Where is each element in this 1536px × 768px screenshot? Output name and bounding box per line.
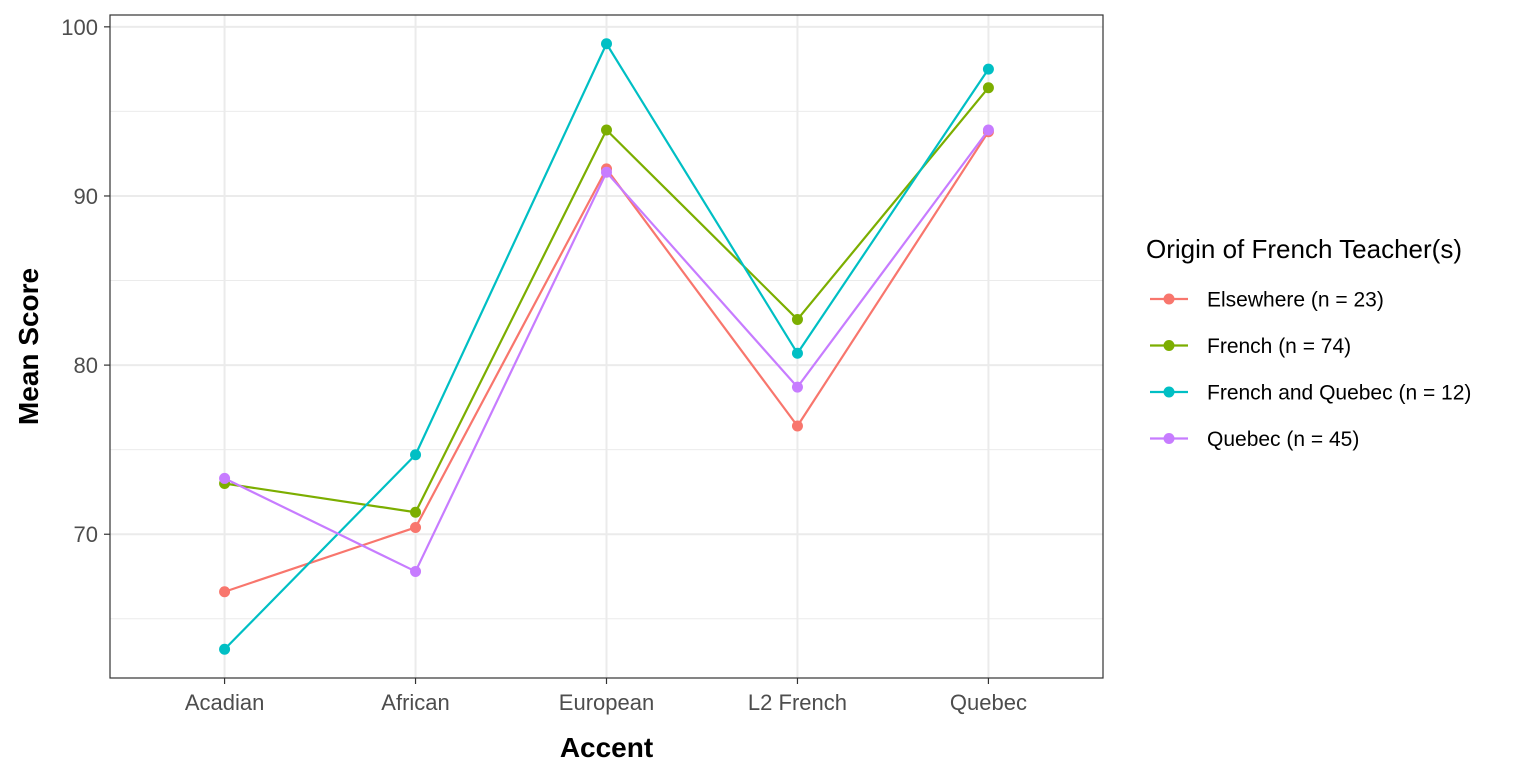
x-tick-label: Acadian	[185, 690, 265, 715]
legend-label: French and Quebec (n = 12)	[1207, 382, 1471, 405]
data-point	[219, 643, 231, 655]
legend-key-point	[1163, 433, 1175, 444]
legend-item: Quebec (n = 45)	[1150, 428, 1359, 451]
data-point	[982, 63, 994, 75]
series-group	[219, 124, 994, 577]
series-group	[219, 82, 994, 518]
legend-item: Elsewhere (n = 23)	[1150, 289, 1384, 312]
data-point	[410, 521, 422, 533]
y-tick-label: 100	[61, 15, 98, 40]
series-group	[219, 38, 994, 655]
data-point	[791, 420, 803, 432]
x-tick-label: L2 French	[748, 690, 847, 715]
data-point	[219, 472, 231, 484]
data-point	[791, 313, 803, 325]
legend-item: French and Quebec (n = 12)	[1150, 382, 1471, 405]
y-tick-label: 70	[74, 522, 98, 547]
data-point	[982, 82, 994, 94]
legend-label: French (n = 74)	[1207, 335, 1351, 358]
x-tick-label: African	[381, 690, 449, 715]
x-tick-label: European	[559, 690, 654, 715]
grid	[110, 15, 1103, 678]
legend-title: Origin of French Teacher(s)	[1146, 234, 1462, 264]
legend-key-point	[1163, 293, 1175, 305]
data-point	[410, 565, 422, 577]
axes: 70 80 90 100 Acadian African European L2 French…	[61, 15, 1027, 715]
data-point	[982, 124, 994, 136]
x-axis-title: Accent	[560, 732, 653, 763]
series-layer	[219, 38, 994, 655]
y-tick-label: 90	[74, 184, 98, 209]
data-point	[601, 166, 612, 178]
data-point	[791, 381, 803, 393]
data-point	[791, 347, 803, 359]
data-point	[410, 506, 422, 518]
legend-key-point	[1163, 340, 1175, 351]
data-point	[601, 38, 612, 50]
legend-label: Quebec (n = 45)	[1207, 428, 1359, 451]
legend-label: Elsewhere (n = 23)	[1207, 289, 1384, 312]
data-point	[410, 449, 422, 461]
legend-key-point	[1163, 386, 1175, 398]
x-tick-label: Quebec	[950, 690, 1027, 715]
y-axis-title: Mean Score	[13, 268, 44, 425]
data-point	[219, 586, 231, 598]
legend-item: French (n = 74)	[1150, 335, 1351, 358]
data-point	[601, 124, 612, 136]
legend: Origin of French Teacher(s) Elsewhere (n…	[1146, 234, 1471, 451]
y-tick-label: 80	[74, 353, 98, 378]
